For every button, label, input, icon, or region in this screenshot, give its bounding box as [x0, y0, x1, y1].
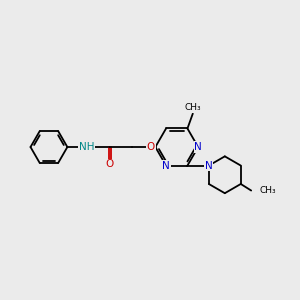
Text: N: N	[205, 160, 213, 171]
Text: CH₃: CH₃	[184, 103, 201, 112]
Text: NH: NH	[79, 142, 94, 152]
Text: O: O	[105, 159, 113, 169]
Text: N: N	[194, 142, 202, 152]
Text: N: N	[162, 160, 170, 171]
Text: CH₃: CH₃	[260, 186, 276, 195]
Text: O: O	[147, 142, 155, 152]
